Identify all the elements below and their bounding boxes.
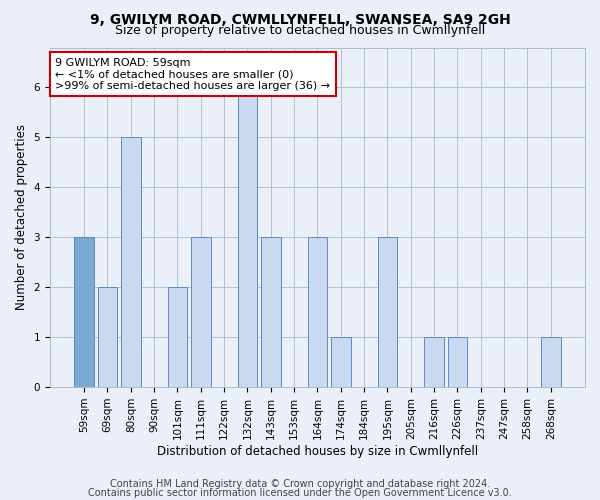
Text: 9 GWILYM ROAD: 59sqm
← <1% of detached houses are smaller (0)
>99% of semi-detac: 9 GWILYM ROAD: 59sqm ← <1% of detached h… bbox=[55, 58, 331, 91]
Text: 9, GWILYM ROAD, CWMLLYNFELL, SWANSEA, SA9 2GH: 9, GWILYM ROAD, CWMLLYNFELL, SWANSEA, SA… bbox=[89, 12, 511, 26]
Bar bbox=[98, 287, 118, 387]
Bar bbox=[191, 238, 211, 387]
Text: Contains HM Land Registry data © Crown copyright and database right 2024.: Contains HM Land Registry data © Crown c… bbox=[110, 479, 490, 489]
Bar bbox=[167, 287, 187, 387]
Bar bbox=[331, 337, 350, 387]
Bar bbox=[308, 238, 328, 387]
Y-axis label: Number of detached properties: Number of detached properties bbox=[15, 124, 28, 310]
Bar bbox=[424, 337, 444, 387]
Text: Contains public sector information licensed under the Open Government Licence v3: Contains public sector information licen… bbox=[88, 488, 512, 498]
Text: Size of property relative to detached houses in Cwmllynfell: Size of property relative to detached ho… bbox=[115, 24, 485, 37]
Bar bbox=[448, 337, 467, 387]
Bar bbox=[261, 238, 281, 387]
Bar bbox=[74, 238, 94, 387]
Bar bbox=[541, 337, 560, 387]
X-axis label: Distribution of detached houses by size in Cwmllynfell: Distribution of detached houses by size … bbox=[157, 444, 478, 458]
Bar bbox=[238, 88, 257, 387]
Bar bbox=[377, 238, 397, 387]
Bar bbox=[121, 138, 141, 387]
